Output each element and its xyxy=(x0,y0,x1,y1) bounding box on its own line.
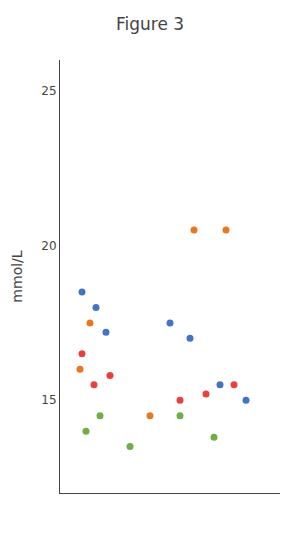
svg-text:15: 15 xyxy=(41,393,56,407)
svg-text:25: 25 xyxy=(41,84,56,98)
svg-text:Figure 3: Figure 3 xyxy=(116,14,184,34)
svg-text:20: 20 xyxy=(41,239,56,253)
svg-text:mmol/L: mmol/L xyxy=(9,250,25,302)
